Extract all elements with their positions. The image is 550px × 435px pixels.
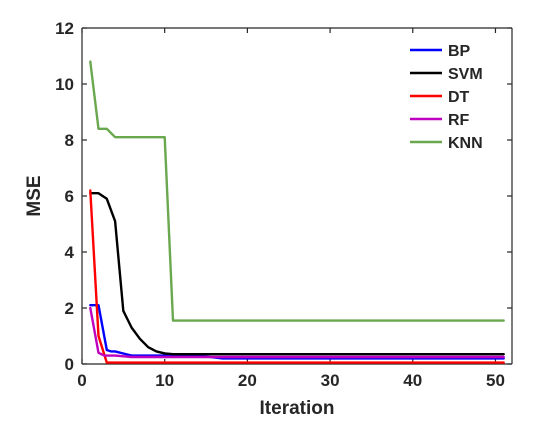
y-tick-label: 8 — [65, 131, 74, 150]
x-tick-label: 50 — [486, 371, 505, 390]
y-tick-label: 2 — [65, 299, 74, 318]
legend-label-svm: SVM — [448, 66, 483, 83]
x-tick-label: 10 — [155, 371, 174, 390]
series-line-knn — [89, 60, 505, 322]
series-line-svm — [89, 191, 505, 356]
series-line-dt — [89, 189, 505, 364]
series-line-rf — [89, 306, 505, 359]
x-tick-label: 0 — [77, 371, 86, 390]
legend-label-dt: DT — [448, 89, 470, 106]
x-tick-label: 40 — [403, 371, 422, 390]
y-axis-label: MSE — [24, 175, 45, 216]
y-tick-label: 0 — [65, 355, 74, 374]
y-tick-label: 4 — [65, 243, 75, 262]
legend-label-bp: BP — [448, 43, 471, 60]
x-tick-label: 20 — [238, 371, 257, 390]
y-tick-label: 10 — [55, 75, 74, 94]
series-line-bp — [89, 304, 505, 360]
y-tick-label: 6 — [65, 187, 74, 206]
x-tick-label: 30 — [321, 371, 340, 390]
x-axis-label: Iteration — [260, 398, 335, 419]
legend-label-knn: KNN — [448, 135, 483, 152]
series-lines — [89, 60, 505, 364]
axes: 0 10 20 30 40 50 0 2 4 6 8 10 12 — [55, 19, 513, 390]
legend: BP SVM DT RF KNN — [410, 43, 483, 152]
y-tick-label: 12 — [55, 19, 74, 38]
legend-label-rf: RF — [448, 112, 470, 129]
